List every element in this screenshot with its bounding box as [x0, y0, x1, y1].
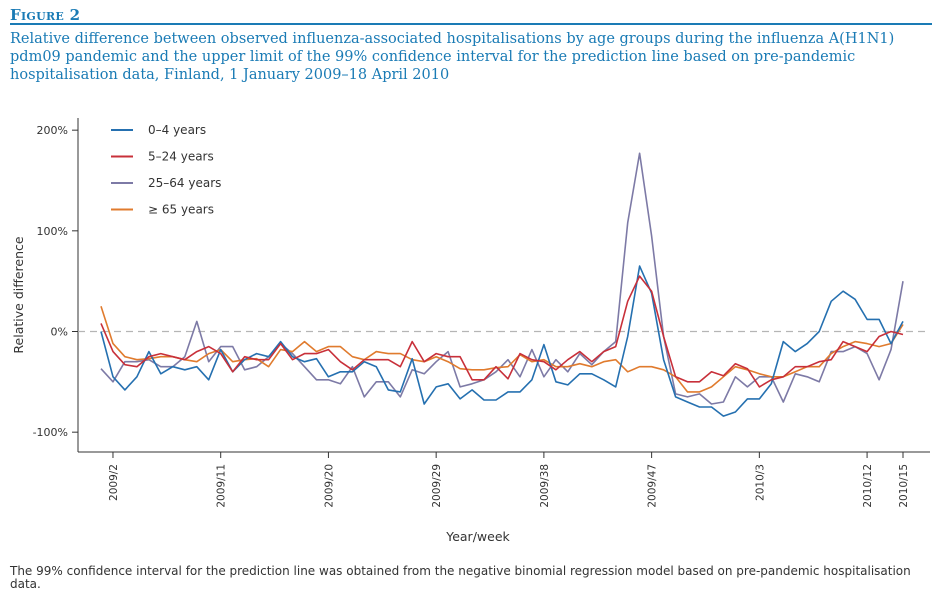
figure-label: Figure 2 [10, 6, 81, 24]
x-tick-label: 2009/11 [216, 464, 228, 508]
y-tick-label: -100% [33, 426, 68, 439]
series-line-2 [100, 275, 904, 388]
x-tick-label: 2009/2 [108, 464, 120, 501]
y-tick-label: 100% [37, 225, 68, 238]
series-line-3 [100, 152, 904, 405]
figure-caption: The 99% confidence interval for the pred… [10, 564, 911, 591]
legend-label: 0–4 years [148, 123, 206, 137]
y-axis-title: Relative difference [11, 236, 26, 353]
legend-label: 25–64 years [148, 176, 221, 190]
x-tick-label: 2009/47 [647, 464, 659, 508]
x-tick-label: 2009/38 [539, 464, 551, 508]
x-axis-title: Year/week [445, 529, 510, 544]
series-line-1 [100, 265, 904, 417]
title-rule [10, 23, 932, 25]
x-tick-label: 2010/15 [898, 464, 910, 508]
line-chart: -100% 0% 100% 200% Relative difference 2009/2… [11, 118, 930, 544]
y-tick-label: 200% [37, 124, 68, 137]
x-tick-label: 2010/12 [862, 464, 874, 508]
series-line-4 [100, 306, 904, 393]
x-tick-label: 2009/29 [431, 464, 443, 508]
legend-label: ≥ 65 years [148, 203, 214, 217]
x-tick-label: 2009/20 [323, 464, 335, 508]
legend-label: 5–24 years [148, 150, 214, 164]
x-tick-label: 2010/3 [754, 464, 766, 501]
y-tick-label: 0% [51, 326, 68, 339]
figure-title: Relative difference between observed inf… [10, 31, 895, 83]
